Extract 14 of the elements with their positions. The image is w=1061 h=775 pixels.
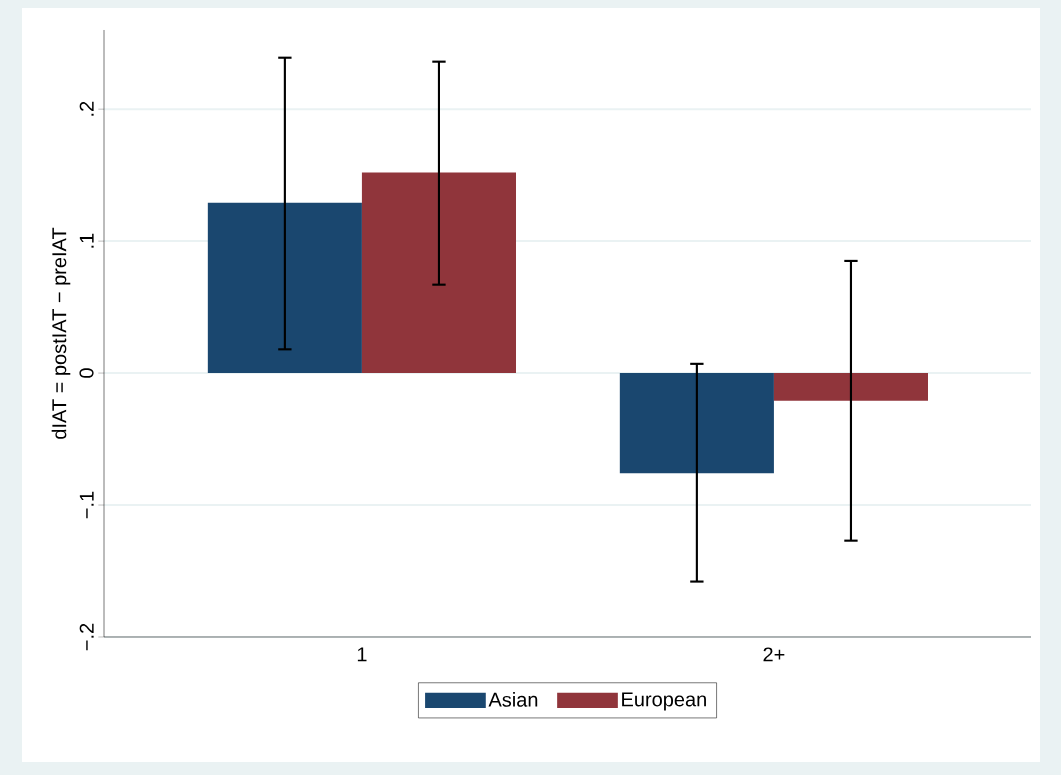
y-tick-label: −.1 bbox=[79, 491, 94, 519]
x-tick-label: 2+ bbox=[763, 647, 785, 662]
y-tick-label: .1 bbox=[79, 233, 94, 248]
legend-label: Asian bbox=[488, 692, 538, 707]
bar bbox=[619, 373, 774, 474]
x-tick-label: 1 bbox=[357, 647, 367, 662]
bar bbox=[773, 373, 928, 401]
legend-label: European bbox=[622, 692, 706, 711]
bar bbox=[207, 202, 362, 374]
y-tick-label: −.2 bbox=[79, 623, 94, 651]
bar bbox=[361, 172, 516, 374]
y-tick-label: 0 bbox=[79, 368, 94, 378]
y-axis-title: dIAT = postIAT − preIAT bbox=[51, 227, 71, 439]
y-tick-label: .2 bbox=[79, 101, 94, 116]
